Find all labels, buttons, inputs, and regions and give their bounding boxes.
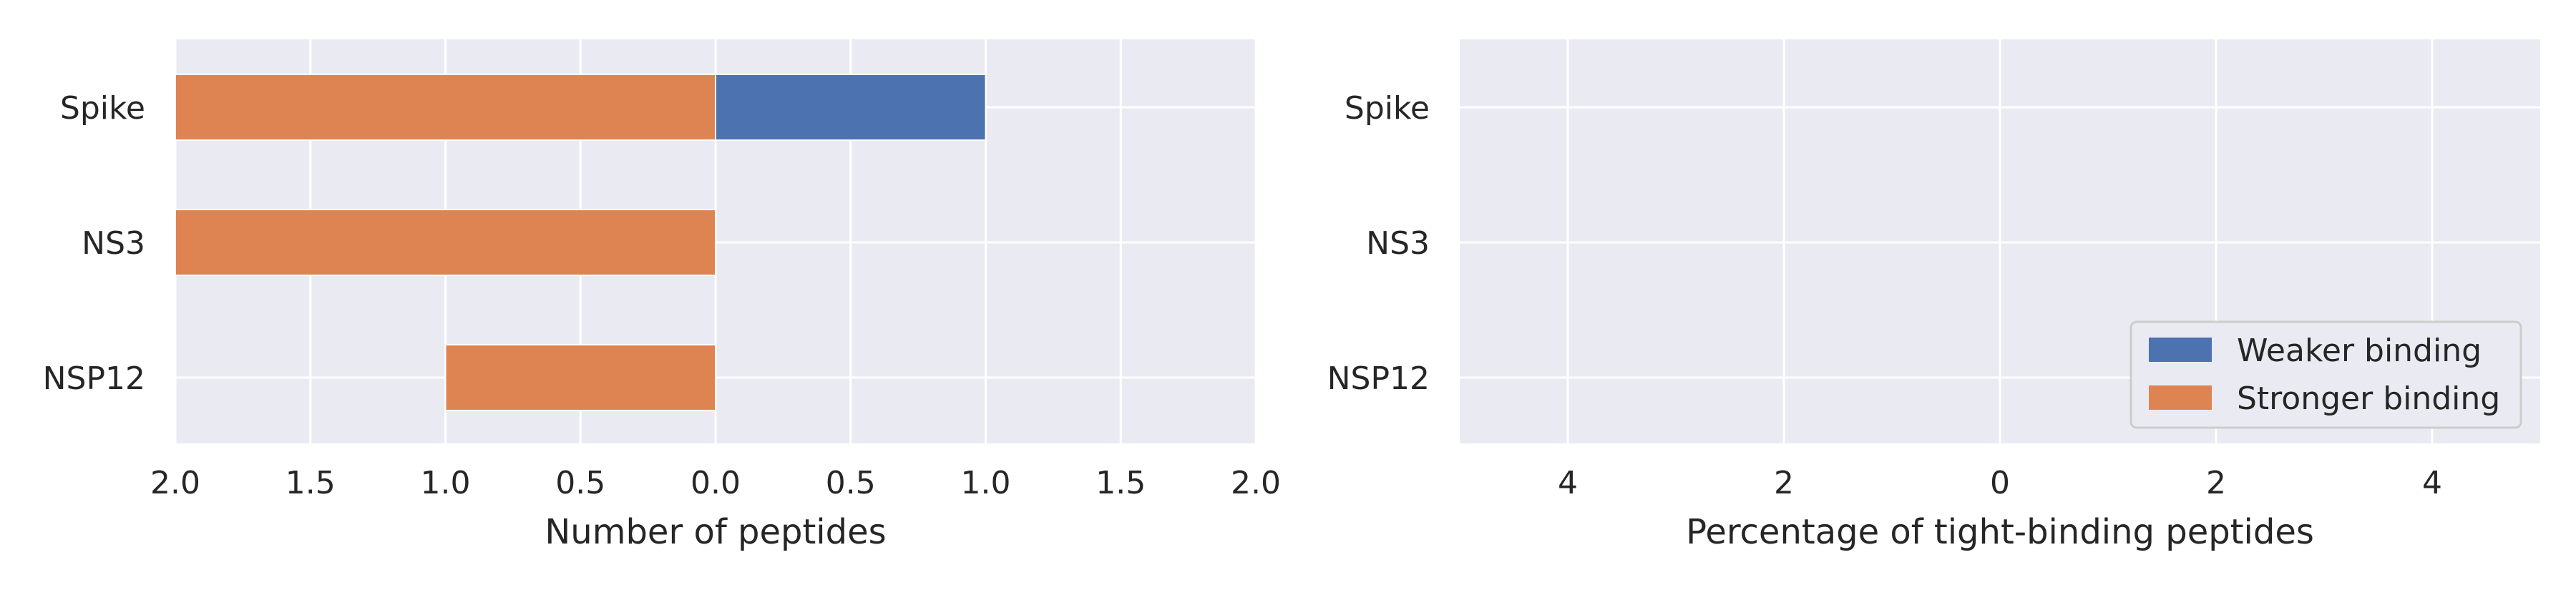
bar-spike-stronger-binding <box>175 74 716 141</box>
legend-swatch-weaker <box>2149 338 2212 362</box>
bar-spike-weaker-binding <box>715 74 987 141</box>
x-tick-label: 4 <box>2422 465 2442 501</box>
x-tick-label: 0.0 <box>691 465 741 501</box>
y-tick-label-nsp12: NSP12 <box>1327 360 1430 397</box>
y-tick-label-ns3: NS3 <box>1366 225 1430 262</box>
bar-ns3-stronger-binding <box>175 209 716 276</box>
left-x-tick-labels: 2.0 1.5 1.0 0.5 0.0 0.5 1.0 1.5 2.0 <box>150 465 1281 501</box>
bar-nsp12-stronger-binding <box>444 344 716 411</box>
left-x-axis-label: Number of peptides <box>545 512 886 552</box>
y-tick-label-spike: Spike <box>1345 90 1430 127</box>
x-tick-label: 2.0 <box>150 465 200 501</box>
y-tick-label-spike: Spike <box>60 90 145 127</box>
right-x-axis-label: Percentage of tight-binding peptides <box>1686 512 2314 552</box>
legend-swatch-stronger <box>2149 385 2212 410</box>
legend-label-weaker: Weaker binding <box>2237 333 2482 369</box>
x-tick-label: 0.5 <box>826 465 876 501</box>
right-panel: Spike NS3 NSP12 4 2 0 2 4 Percentage of tight-… <box>1327 39 2540 552</box>
x-tick-label: 1.5 <box>1096 465 1146 501</box>
x-tick-label: 2 <box>1774 465 1794 501</box>
x-tick-label: 1.0 <box>421 465 471 501</box>
legend-frame <box>2129 320 2522 429</box>
left-y-tick-labels: Spike NS3 NSP12 <box>43 90 145 397</box>
legend: Weaker binding Stronger binding <box>2129 320 2522 429</box>
x-tick-label: 2.0 <box>1231 465 1281 501</box>
x-tick-label: 0.5 <box>555 465 605 501</box>
legend-label-stronger: Stronger binding <box>2237 380 2500 417</box>
x-tick-label: 1.0 <box>961 465 1011 501</box>
x-tick-label: 0 <box>1990 465 2010 501</box>
left-bars <box>175 74 987 411</box>
x-tick-label: 4 <box>1558 465 1578 501</box>
x-tick-label: 2 <box>2206 465 2226 501</box>
x-tick-label: 1.5 <box>286 465 336 501</box>
y-tick-label-nsp12: NSP12 <box>43 360 145 397</box>
right-x-tick-labels: 4 2 0 2 4 <box>1558 465 2442 501</box>
right-y-tick-labels: Spike NS3 NSP12 <box>1327 90 1430 397</box>
y-tick-label-ns3: NS3 <box>82 225 145 262</box>
